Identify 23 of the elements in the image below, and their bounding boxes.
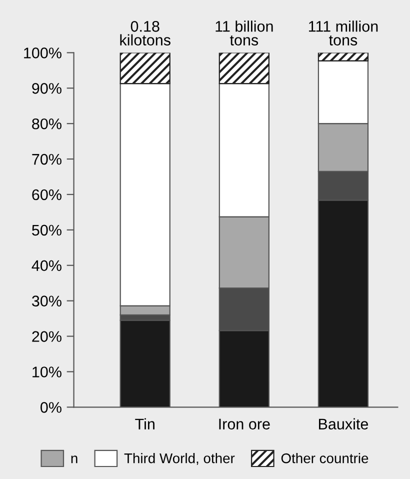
annotation: 0.18 kilotons <box>120 20 170 46</box>
y-tick-label: 90% <box>32 83 62 94</box>
y-tick-label: 100% <box>24 48 62 58</box>
annotation: 11 billion tons <box>216 20 273 46</box>
legend-label: Third World, other <box>124 453 235 465</box>
y-tick-label: 10% <box>32 366 62 378</box>
annotation: 111 million tons <box>309 20 378 46</box>
bar <box>318 52 369 62</box>
y-tick-label: 50% <box>32 224 62 236</box>
y-tick-label: 60% <box>32 189 62 200</box>
x-tick-label: Iron ore <box>219 418 270 430</box>
bar <box>120 52 170 84</box>
y-tick-label: 80% <box>32 118 62 130</box>
y-tick-label: 20% <box>32 331 62 342</box>
y-tick-label: 40% <box>32 260 62 272</box>
y-tick-label: 70% <box>32 154 62 165</box>
x-tick-label: Bauxite <box>318 418 368 430</box>
bar <box>218 52 270 84</box>
y-tick-label: 30% <box>32 296 62 306</box>
y-tick-label: 0% <box>40 402 62 413</box>
legend-label: Other countrie <box>281 453 368 464</box>
legend-label: n <box>71 456 78 464</box>
x-tick-label: Tin <box>135 418 154 430</box>
